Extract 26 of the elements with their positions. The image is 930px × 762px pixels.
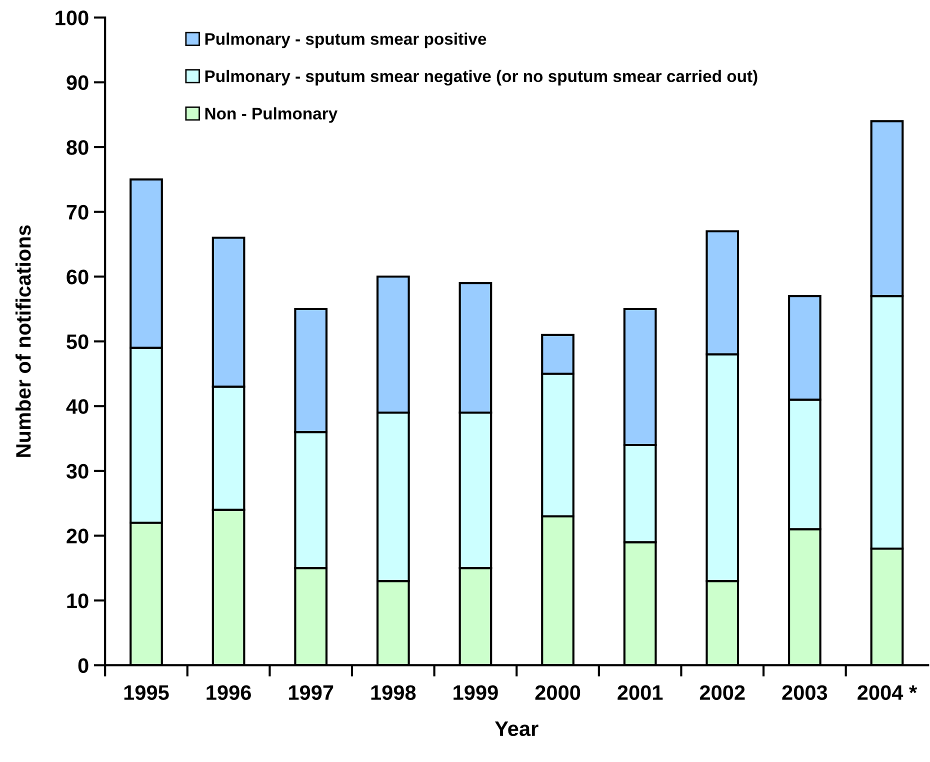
y-tick-label: 100 <box>56 10 88 26</box>
y-axis-title: Number of notifications <box>15 225 31 457</box>
legend-label: Pulmonary - sputum smear negative (or no sputum smear carried out) <box>205 70 758 86</box>
x-tick-label: 2000 <box>535 685 580 700</box>
y-tick-label: 60 <box>66 270 88 284</box>
x-tick-label: 1999 <box>454 685 498 700</box>
x-axis-title: Year <box>494 722 538 736</box>
x-tick-label: 2004 * <box>858 685 918 700</box>
x-tick-label: 2001 <box>618 685 663 700</box>
x-tick-label: 1995 <box>124 685 169 700</box>
x-tick-label: 1998 <box>371 685 416 700</box>
y-tick-label: 80 <box>66 140 88 155</box>
x-tick-label: 2003 <box>782 685 828 700</box>
x-tick-label: 2002 <box>700 685 745 700</box>
legend-label: Non - Pulmonary <box>205 107 338 123</box>
y-tick-label: 10 <box>67 593 88 608</box>
y-tick-label: 0 <box>78 658 88 673</box>
x-tick-label: 1996 <box>206 685 251 700</box>
x-tick-label: 1997 <box>288 685 334 700</box>
y-tick-label: 20 <box>66 528 88 544</box>
y-tick-label: 50 <box>66 334 88 350</box>
y-tick-label: 90 <box>66 75 88 90</box>
legend-label: Pulmonary - sputum smear positive <box>205 32 486 48</box>
y-tick-label: 30 <box>66 464 88 479</box>
y-tick-label: 70 <box>66 204 88 220</box>
y-tick-label: 40 <box>66 399 88 414</box>
